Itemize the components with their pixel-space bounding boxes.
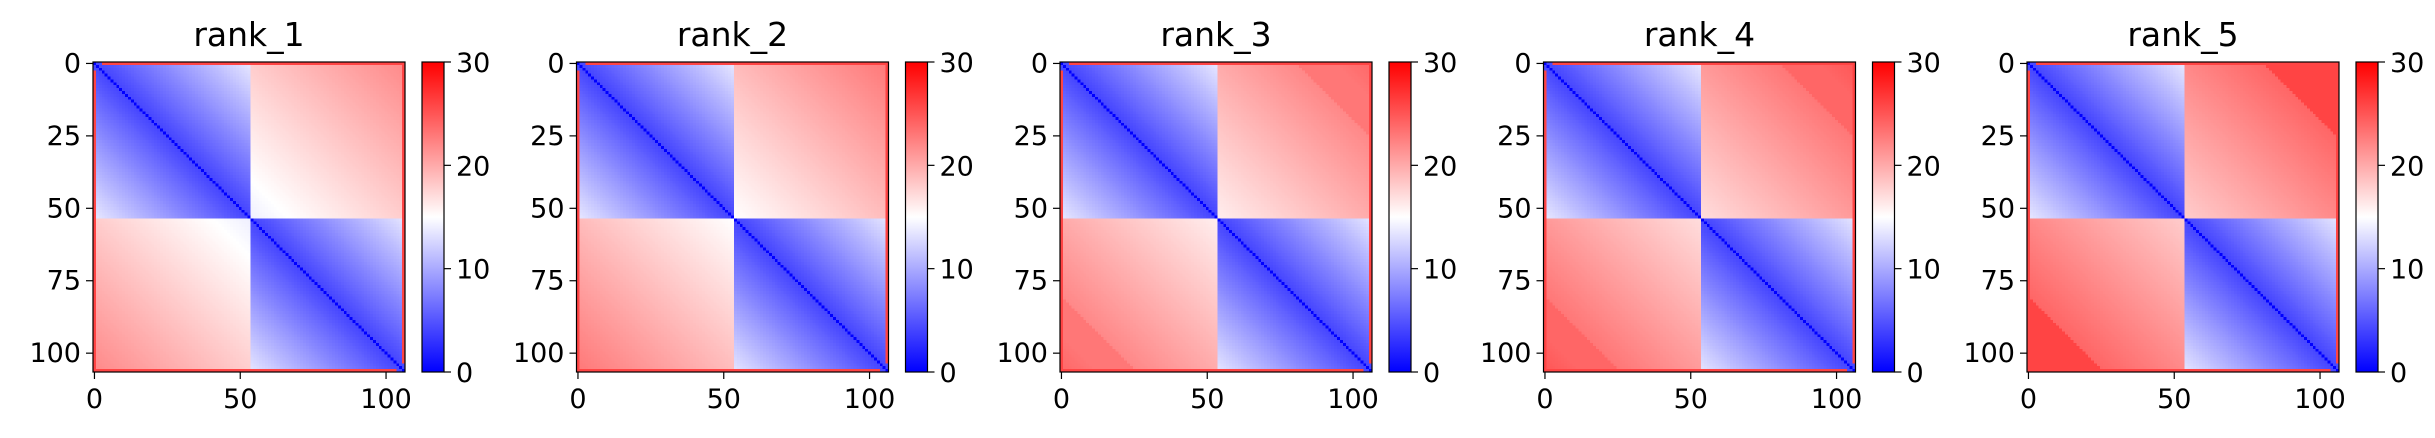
y-tick-label: 0	[1514, 48, 1531, 79]
colorbar-tick-label: 0	[456, 358, 473, 389]
colorbar-tick-label: 20	[1907, 151, 1941, 182]
y-tick-label: 25	[1981, 121, 2015, 152]
colorbar-tick-label: 10	[2390, 255, 2424, 286]
y-tick-label: 75	[1014, 266, 1048, 297]
colorbar-tick-label: 10	[1907, 255, 1941, 286]
y-tick-label: 0	[1998, 48, 2015, 79]
panel-title: rank_5	[2127, 15, 2238, 54]
y-tick-label: 0	[547, 48, 564, 79]
y-tick-label: 25	[47, 121, 81, 152]
colorbar-tick-label: 0	[1423, 358, 1440, 389]
colorbar-tick-label: 10	[456, 255, 490, 286]
y-tick-label: 100	[996, 338, 1048, 369]
y-tick-label: 75	[1497, 266, 1531, 297]
y-tick-label: 75	[530, 266, 564, 297]
y-tick-label: 100	[1963, 338, 2015, 369]
colorbar	[1873, 62, 1895, 372]
x-tick-label: 50	[223, 384, 257, 415]
x-tick-label: 0	[2020, 384, 2037, 415]
panel-title: rank_2	[677, 15, 788, 54]
heatmap-cells	[577, 62, 890, 373]
heatmap-cells	[2027, 62, 2340, 373]
y-tick-label: 50	[1981, 193, 2015, 224]
y-tick-label: 50	[47, 193, 81, 224]
y-tick-label: 75	[1981, 266, 2015, 297]
colorbar-tick-label: 20	[1423, 151, 1457, 182]
heatmap-cells	[1060, 62, 1373, 373]
x-tick-label: 100	[1811, 384, 1863, 415]
panel-title: rank_4	[1644, 15, 1755, 54]
colorbar-tick-label: 30	[1907, 48, 1941, 79]
colorbar	[2356, 62, 2378, 372]
x-tick-label: 100	[1327, 384, 1379, 415]
colorbar-tick-label: 0	[1907, 358, 1924, 389]
colorbar-tick-label: 10	[1423, 255, 1457, 286]
colorbar-tick-label: 10	[940, 255, 974, 286]
y-tick-label: 50	[1014, 193, 1048, 224]
colorbar-tick-label: 30	[1423, 48, 1457, 79]
colorbar-tick-label: 20	[2390, 151, 2424, 182]
heatmap-cells	[1544, 62, 1857, 373]
y-tick-label: 50	[1497, 193, 1531, 224]
heatmap-cells	[93, 62, 406, 373]
colorbar-tick-label: 0	[2390, 358, 2407, 389]
colorbar	[906, 62, 928, 372]
y-tick-label: 25	[1497, 121, 1531, 152]
y-tick-label: 100	[29, 338, 81, 369]
y-tick-label: 100	[1480, 338, 1532, 369]
colorbar-tick-label: 20	[940, 151, 974, 182]
y-tick-label: 0	[1031, 48, 1048, 79]
y-tick-label: 25	[530, 121, 564, 152]
colorbar-tick-label: 20	[456, 151, 490, 182]
x-tick-label: 0	[86, 384, 103, 415]
colorbar-tick-label: 30	[456, 48, 490, 79]
x-tick-label: 0	[1053, 384, 1070, 415]
x-tick-label: 100	[360, 384, 412, 415]
colorbar-tick-label: 30	[940, 48, 974, 79]
panel-title: rank_3	[1160, 15, 1271, 54]
x-tick-label: 0	[569, 384, 586, 415]
x-tick-label: 0	[1536, 384, 1553, 415]
colorbar	[1389, 62, 1411, 372]
y-tick-label: 25	[1014, 121, 1048, 152]
colorbar-tick-label: 0	[940, 358, 957, 389]
colorbar-tick-label: 30	[2390, 48, 2424, 79]
x-tick-label: 50	[1674, 384, 1708, 415]
x-tick-label: 100	[2294, 384, 2346, 415]
x-tick-label: 50	[2157, 384, 2191, 415]
y-tick-label: 100	[513, 338, 565, 369]
panel-title: rank_1	[193, 15, 304, 54]
y-tick-label: 50	[530, 193, 564, 224]
x-tick-label: 50	[1190, 384, 1224, 415]
y-tick-label: 0	[64, 48, 81, 79]
colorbar	[422, 62, 444, 372]
x-tick-label: 50	[707, 384, 741, 415]
x-tick-label: 100	[844, 384, 896, 415]
y-tick-label: 75	[47, 266, 81, 297]
